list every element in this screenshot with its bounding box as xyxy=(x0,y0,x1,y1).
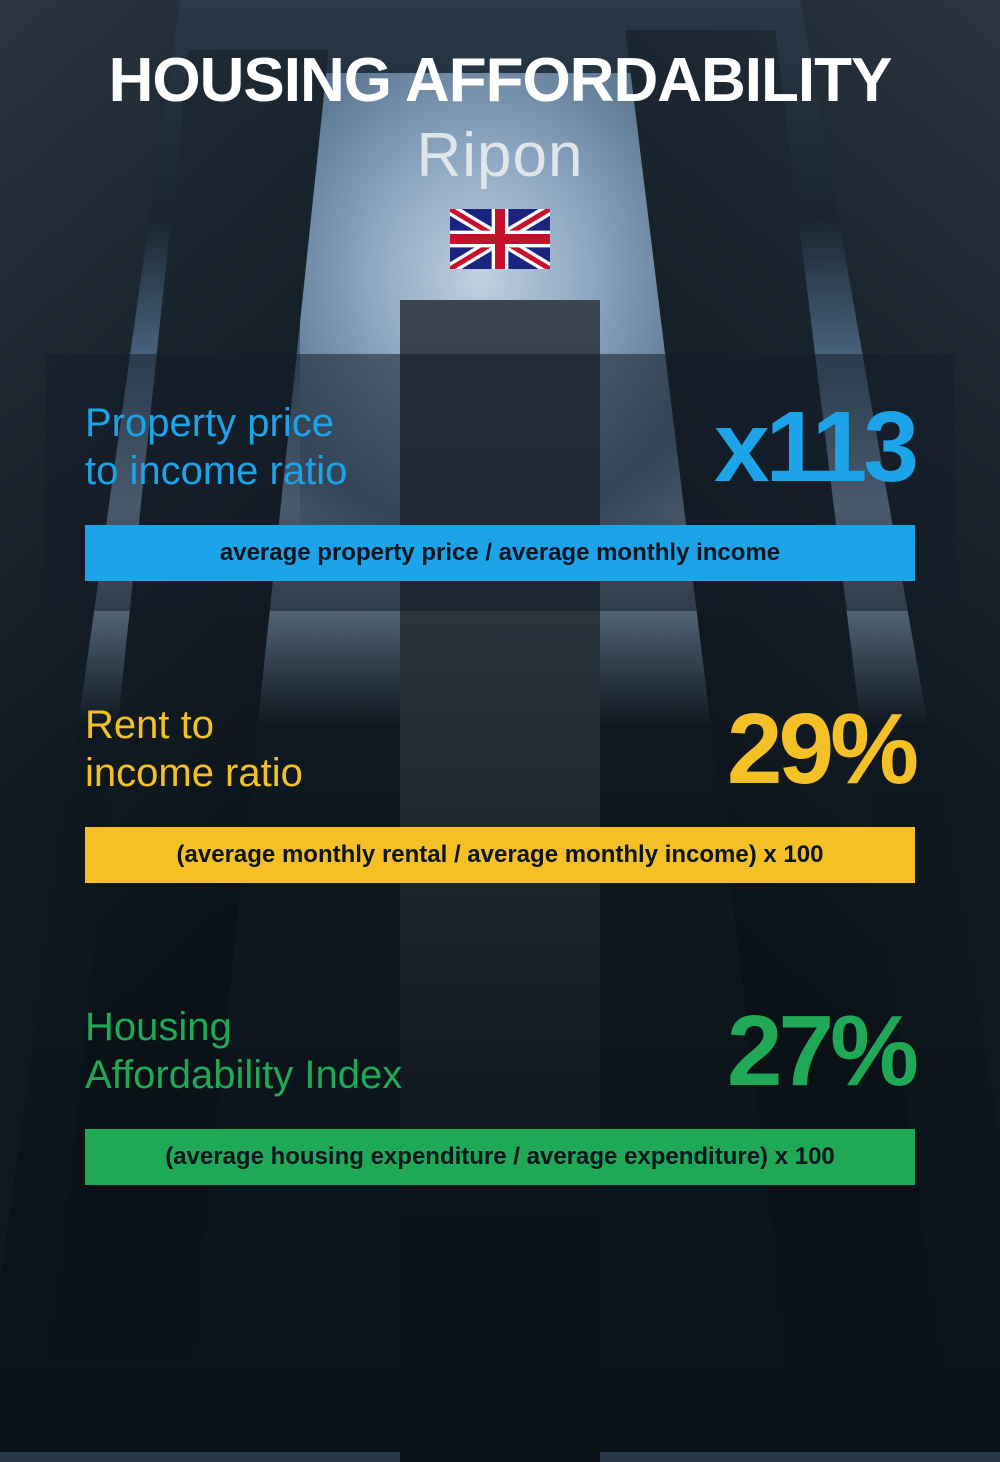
label-line2: income ratio xyxy=(85,751,303,795)
label-line1: Property price xyxy=(85,401,334,445)
header: HOUSING AFFORDABILITY Ripon xyxy=(45,50,955,274)
card-header: Housing Affordability Index 27% xyxy=(85,1003,915,1099)
formula-bar: average property price / average monthly… xyxy=(85,525,915,581)
location-subtitle: Ripon xyxy=(45,120,955,191)
metric-value: 29% xyxy=(727,704,915,794)
label-line1: Housing xyxy=(85,1005,232,1049)
metric-card-property-price: Property price to income ratio x113 aver… xyxy=(45,354,955,611)
metric-value: x113 xyxy=(714,402,915,492)
card-header: Rent to income ratio 29% xyxy=(85,701,915,797)
formula-bar: (average monthly rental / average monthl… xyxy=(85,827,915,883)
metric-value: 27% xyxy=(727,1006,915,1096)
card-header: Property price to income ratio x113 xyxy=(85,399,915,495)
label-line2: Affordability Index xyxy=(85,1053,402,1097)
content-container: HOUSING AFFORDABILITY Ripon Property pri… xyxy=(0,0,1000,1452)
uk-flag-icon xyxy=(450,209,550,269)
metric-card-rent-income: Rent to income ratio 29% (average monthl… xyxy=(45,666,955,913)
formula-bar: (average housing expenditure / average e… xyxy=(85,1129,915,1185)
metric-label: Property price to income ratio xyxy=(85,399,347,495)
label-line1: Rent to xyxy=(85,703,214,747)
label-line2: to income ratio xyxy=(85,449,347,493)
page-title: HOUSING AFFORDABILITY xyxy=(45,50,955,112)
metric-label: Rent to income ratio xyxy=(85,701,303,797)
metric-card-affordability-index: Housing Affordability Index 27% (average… xyxy=(45,968,955,1215)
metric-label: Housing Affordability Index xyxy=(85,1003,402,1099)
